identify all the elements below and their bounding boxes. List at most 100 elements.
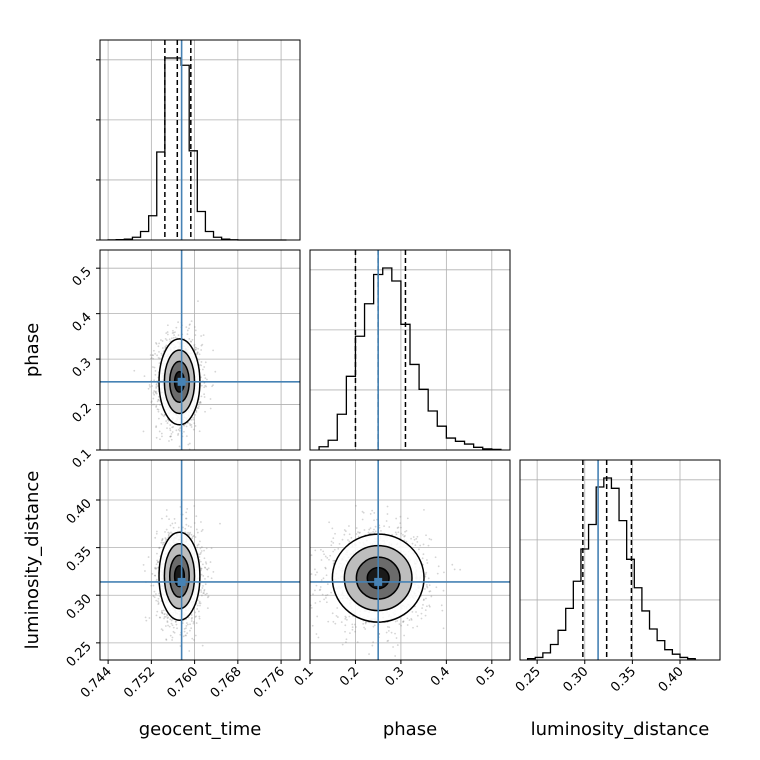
sample-point <box>422 598 425 601</box>
sample-point <box>185 634 187 637</box>
sample-point <box>201 594 203 597</box>
sample-point <box>302 537 304 539</box>
sample-point <box>416 614 419 617</box>
sample-point <box>194 346 197 349</box>
sample-point <box>196 407 199 409</box>
sample-point <box>394 531 397 534</box>
sample-point <box>194 452 196 454</box>
sample-point <box>332 541 335 544</box>
sample-point <box>325 596 327 599</box>
sample-point <box>185 627 187 630</box>
sample-point <box>197 300 199 303</box>
sample-point <box>152 397 155 400</box>
sample-point <box>156 610 159 613</box>
sample-point <box>153 366 156 369</box>
sample-point <box>162 543 164 546</box>
sample-point <box>422 599 425 602</box>
sample-point <box>155 385 158 388</box>
sample-point <box>164 345 167 348</box>
sample-point <box>214 370 217 373</box>
sample-point <box>185 625 188 627</box>
sample-point <box>373 512 376 514</box>
sample-point <box>373 519 375 522</box>
sample-point <box>323 598 326 601</box>
sample-point <box>194 334 197 336</box>
sample-point <box>154 567 156 570</box>
sample-point <box>143 375 146 378</box>
sample-point <box>155 599 158 602</box>
sample-point <box>158 350 160 353</box>
y-tick-label: 0.40 <box>64 496 95 527</box>
sample-point <box>408 619 411 621</box>
sample-point <box>435 586 438 589</box>
sample-point <box>204 593 207 596</box>
sample-point <box>203 589 206 591</box>
y-axis-label-luminosity_distance: luminosity_distance <box>22 471 43 650</box>
sample-point <box>211 385 213 388</box>
sample-point <box>349 632 351 635</box>
sample-point <box>185 326 188 329</box>
sample-point <box>388 626 391 629</box>
sample-point <box>199 604 201 607</box>
sample-point <box>330 540 333 543</box>
sample-point <box>150 357 152 360</box>
sample-point <box>133 369 136 372</box>
sample-point <box>436 572 439 575</box>
y-tick-label: 0.35 <box>64 544 95 575</box>
sample-point <box>190 614 193 616</box>
sample-point <box>158 547 161 549</box>
sample-point <box>404 534 406 537</box>
sample-point <box>183 424 185 427</box>
sample-point <box>315 633 318 635</box>
sample-point <box>204 361 207 364</box>
sample-point <box>372 625 375 628</box>
sample-point <box>161 414 164 416</box>
sample-point <box>158 399 160 401</box>
sample-point <box>185 435 188 438</box>
sample-point <box>212 570 215 573</box>
sample-point <box>196 604 199 607</box>
sample-point <box>185 622 188 624</box>
sample-point <box>190 533 193 536</box>
sample-point <box>403 535 406 538</box>
sample-point <box>206 568 209 571</box>
sample-point <box>413 538 416 541</box>
panel-2d-luminosity_distance_vs_geocent_time <box>100 460 300 660</box>
sample-point <box>442 627 445 630</box>
sample-point <box>370 532 373 535</box>
sample-point <box>188 532 191 535</box>
sample-point <box>425 571 428 574</box>
sample-point <box>332 550 335 553</box>
sample-point <box>155 578 158 581</box>
sample-point <box>340 621 343 624</box>
sample-point <box>320 579 323 581</box>
sample-point <box>422 543 425 546</box>
sample-point <box>145 619 148 622</box>
sample-point <box>361 510 364 513</box>
sample-point <box>200 521 202 523</box>
sample-point <box>173 472 175 474</box>
sample-point <box>200 589 202 592</box>
sample-point <box>399 515 402 518</box>
sample-point <box>155 593 157 595</box>
contour-1 <box>163 542 196 610</box>
sample-point <box>351 626 354 629</box>
sample-point <box>335 614 338 617</box>
y-tick-label: 0.25 <box>64 639 95 670</box>
sample-point <box>315 584 318 587</box>
sample-point <box>188 327 190 330</box>
sample-point <box>158 592 161 595</box>
sample-point <box>156 400 159 403</box>
sample-point <box>168 338 171 341</box>
sample-point <box>163 617 165 620</box>
sample-point <box>338 543 341 545</box>
sample-point <box>159 616 162 619</box>
sample-point <box>183 430 185 433</box>
sample-point <box>427 544 430 547</box>
sample-point <box>177 432 180 435</box>
sample-point <box>160 339 162 341</box>
sample-point <box>195 528 198 531</box>
sample-point <box>186 632 189 635</box>
sample-point <box>350 536 353 539</box>
sample-point <box>322 577 325 580</box>
